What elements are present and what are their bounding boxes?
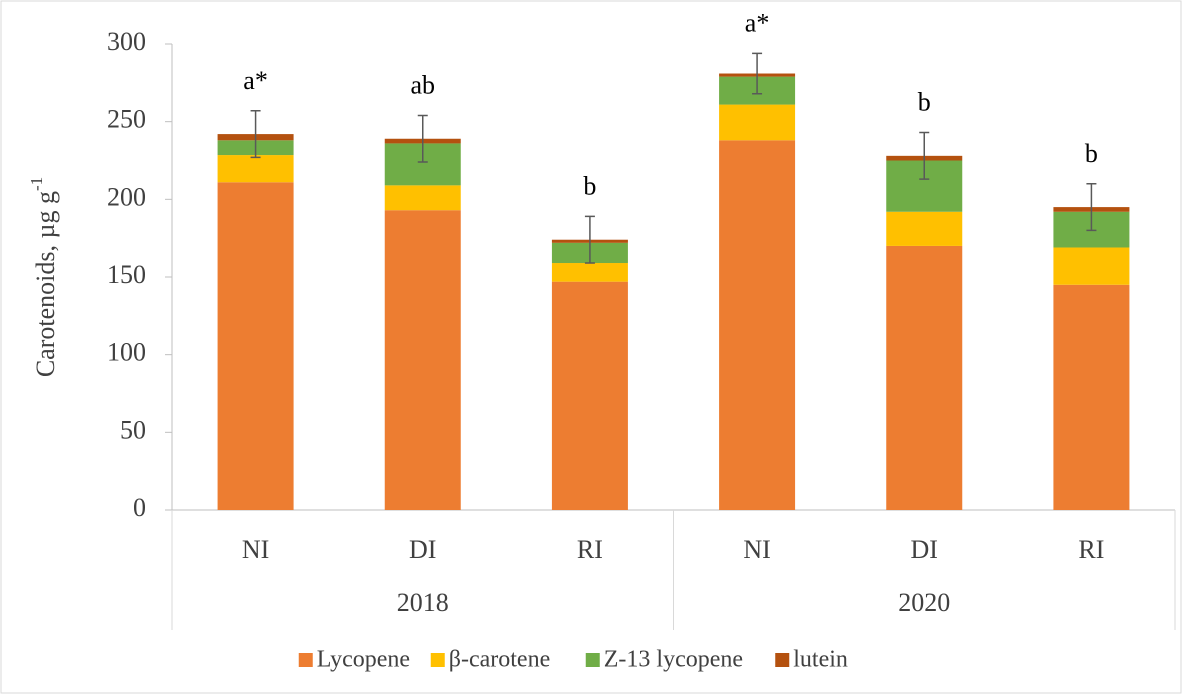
bar-segment [719, 104, 796, 141]
bar-segment [886, 245, 963, 510]
legend-label: β-carotene [449, 647, 550, 673]
y-axis-title-sup: -1 [27, 177, 46, 191]
x-tick-label: DI [409, 535, 436, 564]
bar-segment [384, 185, 461, 211]
bar-segment [1053, 284, 1130, 510]
error-bar [919, 131, 930, 180]
group-label: 2020 [898, 588, 950, 617]
significance-label: b [918, 88, 931, 117]
significance-label: b [583, 171, 596, 200]
x-tick-label: DI [911, 535, 938, 564]
significance-label: a* [243, 66, 268, 95]
bar-segment [1053, 247, 1130, 285]
y-tick-label: 50 [120, 415, 146, 444]
legend-label: lutein [793, 647, 848, 673]
legend-swatch [430, 653, 445, 667]
y-tick-label: 100 [107, 338, 146, 367]
error-bar [250, 110, 261, 159]
x-tick-label: NI [743, 535, 770, 564]
group-label: 2018 [397, 588, 449, 617]
x-tick-label: RI [577, 535, 603, 564]
significance-label: a* [745, 8, 770, 37]
significance-label: ab [410, 70, 435, 99]
y-tick-label: 150 [107, 260, 146, 289]
y-tick-label: 200 [107, 182, 146, 211]
legend-swatch [585, 653, 600, 667]
x-tick-label: NI [242, 535, 269, 564]
bar-segment [551, 263, 628, 282]
bar-segment [384, 210, 461, 510]
error-bar [752, 52, 763, 95]
x-tick-label: RI [1078, 535, 1104, 564]
y-axis-title-text: Carotenoids, µg g [31, 191, 60, 377]
y-axis-title: Carotenoids, µg g-1 [27, 177, 60, 377]
significance-label: b [1085, 139, 1098, 168]
bar-segment [217, 182, 294, 510]
bar-segment [886, 211, 963, 246]
error-bar [1086, 183, 1097, 232]
y-tick-label: 250 [107, 105, 146, 134]
bar-segment [719, 140, 796, 510]
legend-label: Z-13 lycopene [604, 647, 743, 673]
error-bar [417, 114, 428, 163]
y-tick-label: 0 [133, 493, 146, 522]
legend-label: Lycopene [317, 647, 410, 673]
legend-swatch [298, 653, 313, 667]
y-tick-label: 300 [107, 27, 146, 56]
bar-segment [217, 155, 294, 183]
legend-swatch [775, 653, 790, 667]
error-bar [584, 215, 595, 264]
bar-segment [551, 281, 628, 510]
